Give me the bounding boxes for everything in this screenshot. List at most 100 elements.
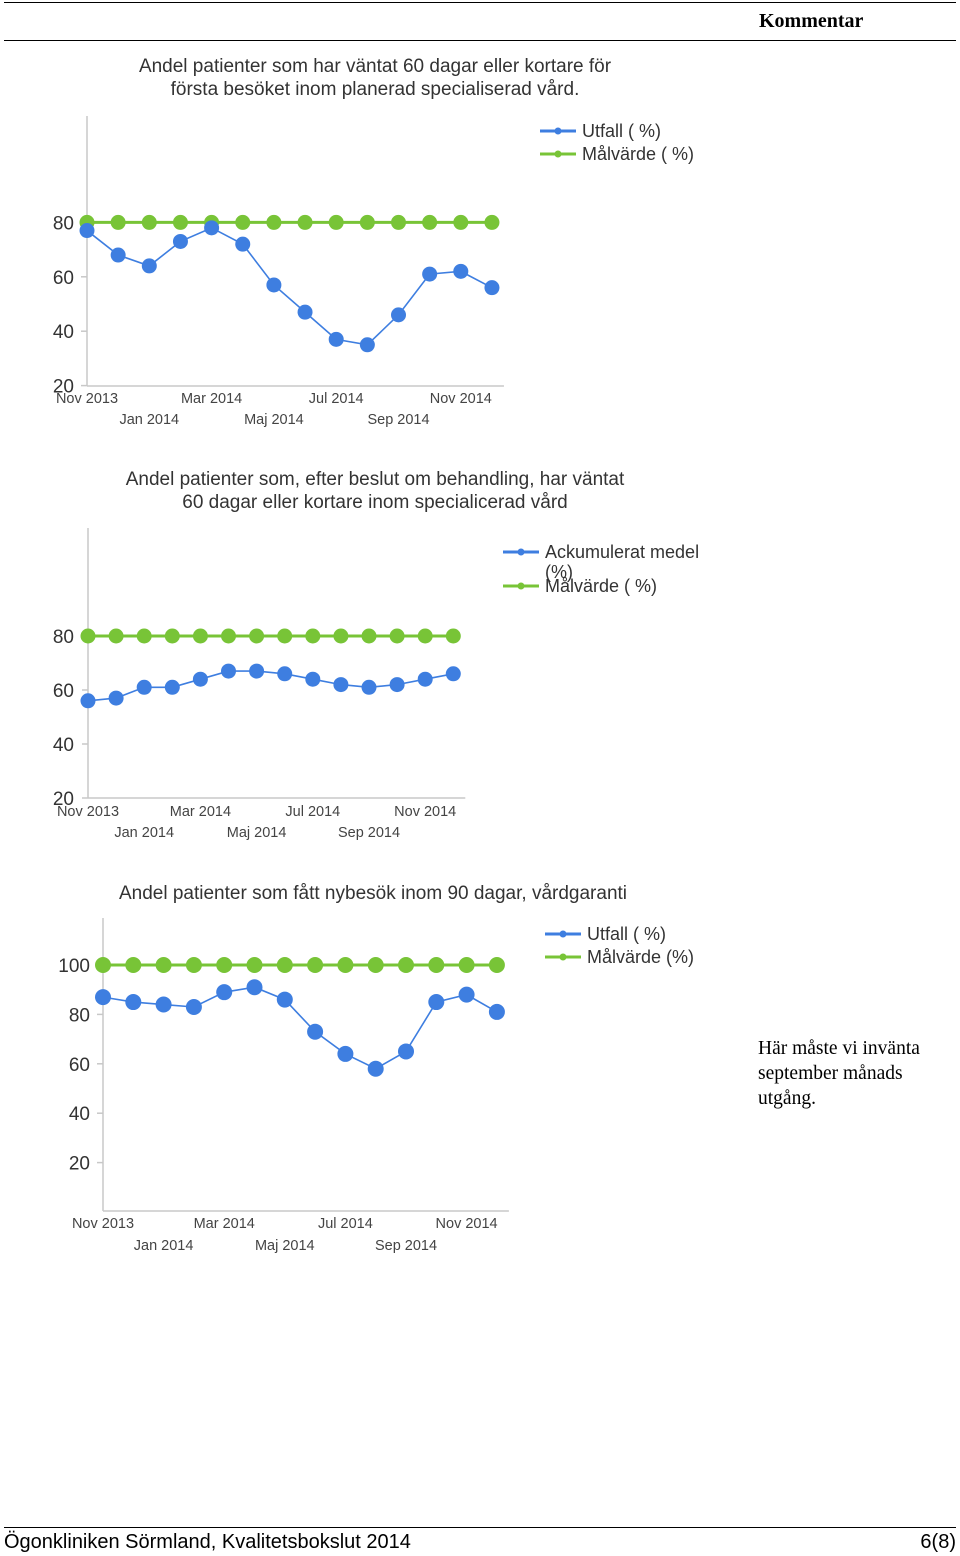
comment-text: Här måste vi invänta september månads ut… — [758, 1038, 920, 1109]
chart-title-line: första besöket inom planerad specialiser… — [171, 79, 580, 100]
actual-point — [305, 671, 321, 687]
target-point — [389, 628, 405, 644]
x-tick-label: Maj 2014 — [244, 412, 304, 428]
footer-rule — [4, 1527, 956, 1528]
target-point — [172, 214, 188, 230]
actual-point — [453, 263, 469, 279]
header-rule — [4, 40, 956, 41]
y-tick-label: 80 — [69, 1005, 90, 1026]
x-tick-label: Sep 2014 — [367, 412, 429, 428]
legend-label: Målvärde ( %) — [545, 576, 657, 596]
target-point — [277, 628, 293, 644]
target-point — [155, 957, 172, 973]
target-point — [108, 628, 124, 644]
target-point — [141, 214, 157, 230]
actual-point — [172, 233, 188, 249]
actual-point — [297, 304, 313, 320]
target-point — [307, 957, 324, 973]
chart-title-line: Andel patienter som fått nybesök inom 90… — [119, 883, 627, 904]
x-tick-label: Jan 2014 — [134, 1238, 194, 1254]
target-point — [458, 957, 475, 973]
x-tick-label: Jul 2014 — [309, 391, 364, 407]
actual-point — [235, 236, 251, 252]
target-point — [125, 957, 142, 973]
legend-swatch-dot — [517, 582, 525, 590]
target-point — [297, 214, 313, 230]
y-tick-label: 100 — [58, 956, 90, 977]
x-tick-label: Nov 2013 — [72, 1216, 134, 1232]
y-tick-label: 40 — [69, 1104, 90, 1125]
actual-point — [488, 1003, 505, 1020]
target-point — [192, 628, 208, 644]
y-tick-label: 60 — [69, 1055, 90, 1076]
target-point — [80, 628, 96, 644]
actual-point — [204, 220, 220, 236]
chart-wait-first-visit-svg: Andel patienter som har väntat 60 dagar … — [53, 56, 694, 428]
chart-care-guarantee-svg: Andel patienter som fått nybesök inom 90… — [58, 883, 694, 1254]
target-point — [110, 214, 126, 230]
legend-label: Utfall ( %) — [587, 924, 666, 944]
actual-point — [136, 679, 152, 695]
actual-point — [458, 986, 475, 1003]
x-tick-label: Nov 2014 — [394, 804, 456, 820]
target-point — [305, 628, 321, 644]
target-point — [417, 628, 433, 644]
top-rule — [4, 2, 956, 3]
target-point — [488, 957, 505, 973]
actual-point — [359, 337, 375, 353]
chart-title-line: Andel patienter som, efter beslut om beh… — [126, 469, 625, 490]
y-tick-label: 60 — [53, 681, 74, 702]
target-point — [235, 214, 251, 230]
actual-point — [185, 998, 202, 1015]
x-tick-label: Mar 2014 — [181, 391, 242, 407]
target-point — [249, 628, 265, 644]
actual-point — [80, 693, 96, 709]
actual-point — [108, 690, 124, 706]
target-point — [367, 957, 384, 973]
actual-point — [307, 1023, 324, 1040]
y-tick-label: 40 — [53, 322, 74, 343]
target-point — [221, 628, 236, 644]
target-point — [398, 957, 414, 973]
target-point — [164, 628, 180, 644]
page-number: 6(8) — [920, 1531, 956, 1553]
actual-point — [428, 994, 445, 1011]
legend-label: Målvärde (%) — [587, 947, 694, 967]
actual-point — [445, 666, 461, 682]
target-point — [484, 214, 500, 230]
x-tick-label: Maj 2014 — [255, 1238, 315, 1254]
legend-label: Utfall ( %) — [582, 121, 661, 141]
actual-point — [155, 996, 172, 1013]
actual-point — [277, 666, 293, 682]
actual-point — [192, 671, 208, 687]
target-point — [337, 957, 354, 973]
y-tick-label: 20 — [53, 377, 74, 398]
footer-title: Ögonkliniken Sörmland, Kvalitetsbokslut … — [4, 1531, 411, 1553]
actual-point — [110, 247, 126, 263]
x-tick-label: Jul 2014 — [285, 804, 340, 820]
chart-wait-first-visit: Andel patienter som har väntat 60 dagar … — [0, 0, 760, 440]
x-tick-label: Nov 2013 — [56, 391, 118, 407]
target-point — [276, 957, 293, 973]
target-point — [359, 214, 375, 230]
actual-point — [361, 679, 377, 695]
actual-point — [221, 663, 236, 679]
actual-point — [125, 994, 142, 1011]
chart-wait-after-decision-svg: Andel patienter som, efter beslut om beh… — [53, 469, 699, 841]
x-tick-label: Mar 2014 — [194, 1216, 255, 1232]
actual-point — [79, 223, 95, 239]
chart-care-guarantee: Andel patienter som fått nybesök inom 90… — [58, 883, 694, 1254]
legend-swatch-dot — [559, 930, 567, 938]
target-point — [428, 957, 445, 973]
target-point — [333, 628, 349, 644]
legend-label: (%) — [545, 562, 573, 582]
x-tick-label: Jan 2014 — [114, 825, 174, 841]
legend-label: Målvärde ( %) — [582, 144, 694, 164]
x-tick-label: Nov 2014 — [436, 1216, 498, 1232]
legend-swatch-dot — [554, 127, 562, 135]
actual-point — [337, 1045, 354, 1062]
target-point — [422, 214, 438, 230]
chart-wait-after-decision: Andel patienter som, efter beslut om beh… — [0, 0, 760, 860]
x-tick-label: Mar 2014 — [170, 804, 231, 820]
actual-point — [422, 266, 438, 282]
